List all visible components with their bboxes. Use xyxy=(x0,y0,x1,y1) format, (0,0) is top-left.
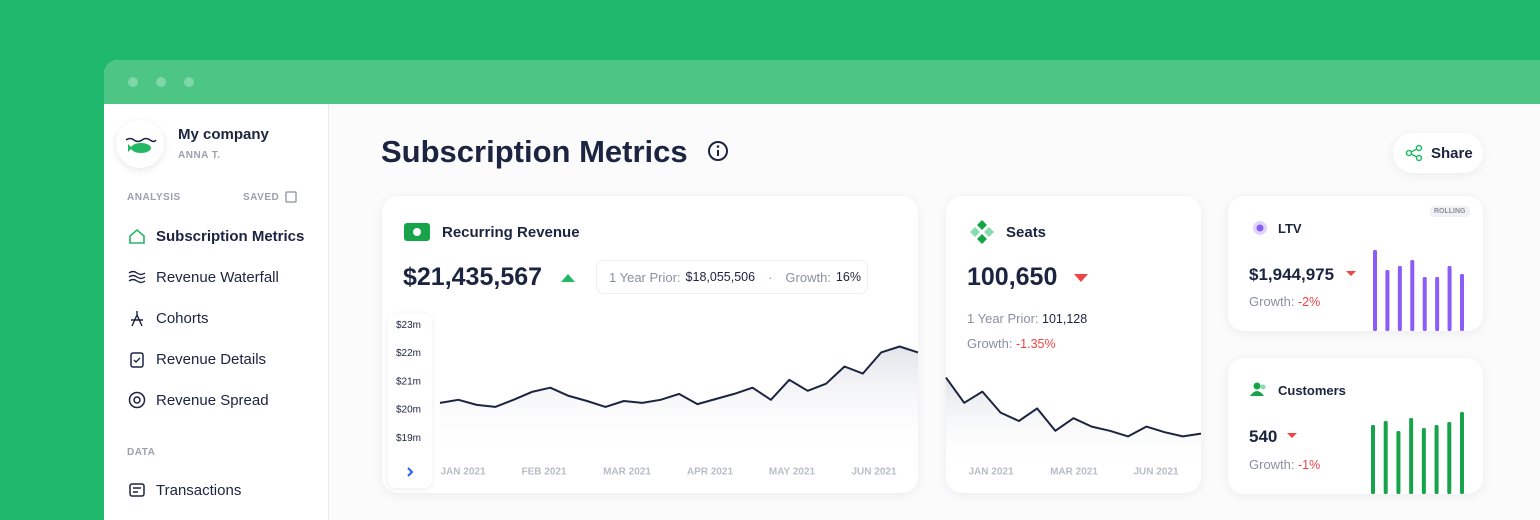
card-title: Customers xyxy=(1278,383,1346,398)
customers-card: Customers 540 Growth: -1% xyxy=(1228,358,1483,494)
window-dot xyxy=(156,77,166,87)
nav-icon xyxy=(131,311,143,327)
growth-value: -1% xyxy=(1298,458,1321,472)
nav-item[interactable]: Revenue Details xyxy=(128,350,266,368)
nav-icon xyxy=(130,352,144,368)
sidebar: My company ANNA T. ANALYSIS SAVED Subscr… xyxy=(104,104,329,520)
section-label: ANALYSIS xyxy=(127,192,181,203)
logo xyxy=(125,137,157,153)
growth-value: -2% xyxy=(1298,295,1321,309)
avatar[interactable] xyxy=(116,120,164,168)
nav-item[interactable]: Transactions xyxy=(128,481,241,499)
share-icon xyxy=(1405,144,1423,162)
growth-row: Growth: -2% xyxy=(1249,294,1320,309)
nav-label: Transactions xyxy=(156,481,242,499)
ltv-card: LTV ROLLING $1,944,975 Growth: -2% xyxy=(1228,196,1483,331)
nav-label: Cohorts xyxy=(156,309,209,327)
ltv-icon xyxy=(1253,221,1267,235)
saved-icon xyxy=(285,191,297,203)
metric-value: $21,435,567 xyxy=(403,263,543,291)
growth-value: -1.35% xyxy=(1016,337,1056,351)
nav-item[interactable]: Revenue Waterfall xyxy=(128,268,279,286)
title-bar xyxy=(104,60,1540,104)
customers-icon xyxy=(1250,382,1266,396)
window-dot xyxy=(184,77,194,87)
growth-label: Growth: xyxy=(1249,457,1295,472)
growth-row: Growth: -1% xyxy=(1249,457,1320,472)
share-button[interactable]: Share xyxy=(1393,133,1483,173)
metric-value: $1,944,975 xyxy=(1249,265,1335,284)
growth-row: Growth: -1.35% xyxy=(967,336,1056,351)
badge: ROLLING xyxy=(1430,206,1470,217)
nav-icon xyxy=(128,270,146,284)
saved-label[interactable]: SAVED xyxy=(243,192,280,203)
nav-label: Subscription Metrics xyxy=(156,227,305,245)
growth-label: Growth: xyxy=(785,269,831,285)
card-title: LTV xyxy=(1278,221,1302,236)
card-title: Recurring Revenue xyxy=(442,224,580,241)
growth-value: 16% xyxy=(835,270,861,284)
up-arrow xyxy=(561,274,575,282)
nav-item[interactable]: Revenue Spread xyxy=(128,391,269,409)
section-label: DATA xyxy=(127,447,156,458)
card-title: Seats xyxy=(1006,224,1047,241)
nav-label: Revenue Waterfall xyxy=(156,268,279,286)
down-arrow xyxy=(1346,271,1356,276)
page-title: Subscription Metrics xyxy=(381,134,688,169)
down-arrow xyxy=(1287,433,1297,438)
metric-value: 540 xyxy=(1249,427,1278,446)
prior-label: 1 Year Prior: xyxy=(609,269,681,285)
share-label: Share xyxy=(1431,144,1473,162)
prior-value: $18,055,506 xyxy=(685,270,756,284)
nav-icon xyxy=(129,228,145,244)
seats-icon xyxy=(970,220,994,244)
company-name: My company xyxy=(178,126,269,143)
nav-icon xyxy=(128,391,146,409)
seats-card: Seats 100,650 1 Year Prior: 101,128 Grow… xyxy=(946,196,1201,493)
growth-label: Growth: xyxy=(967,336,1013,351)
window-dot xyxy=(128,77,138,87)
info-icon[interactable] xyxy=(706,139,730,163)
nav-label: Revenue Spread xyxy=(156,391,269,409)
prior-row: 1 Year Prior: 101,128 xyxy=(967,311,1087,326)
user-name: ANNA T. xyxy=(178,150,221,161)
down-arrow xyxy=(1074,274,1088,282)
nav-label: Revenue Details xyxy=(156,350,267,368)
revenue-icon xyxy=(404,223,430,241)
nav-item[interactable]: Cohorts xyxy=(128,309,209,327)
app-window: My company ANNA T. ANALYSIS SAVED Subscr… xyxy=(104,60,1540,520)
nav-icon xyxy=(129,483,145,497)
comparison-box: 1 Year Prior: $18,055,506 · Growth: 16% xyxy=(596,260,868,294)
nav-item[interactable]: Subscription Metrics xyxy=(128,227,304,245)
growth-label: Growth: xyxy=(1249,294,1295,309)
metric-value: 100,650 xyxy=(967,263,1058,291)
prior-label: 1 Year Prior: xyxy=(967,311,1039,326)
revenue-card: Recurring Revenue $21,435,567 1 Year Pri… xyxy=(382,196,918,493)
prior-value: 101,128 xyxy=(1042,312,1088,326)
